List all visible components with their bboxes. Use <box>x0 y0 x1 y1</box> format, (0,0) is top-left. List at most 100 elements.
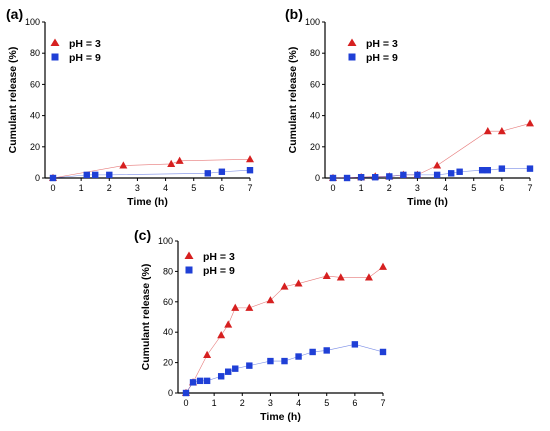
data-point-triangle <box>433 161 442 169</box>
y-tick-label: 60 <box>163 297 173 307</box>
x-tick-label: 1 <box>79 183 84 193</box>
y-tick-label: 40 <box>30 111 40 121</box>
panel-label: (b) <box>285 6 303 22</box>
data-point-square <box>189 379 197 386</box>
y-tick-label: 40 <box>310 111 320 121</box>
legend: pH = 3 pH = 9 <box>184 251 235 277</box>
legend-label: pH = 9 <box>69 52 101 64</box>
y-tick-label: 60 <box>310 79 320 89</box>
data-point-square <box>351 341 359 348</box>
data-point-square <box>323 347 330 354</box>
y-axis-label: Cumulant release (%) <box>140 264 152 371</box>
x-axis-label: Time (h) <box>127 196 168 208</box>
data-point-triangle <box>217 331 226 339</box>
y-tick-label: 80 <box>310 48 320 58</box>
x-tick-label: 4 <box>163 183 168 193</box>
data-point-triangle <box>203 350 212 358</box>
data-point-triangle <box>294 279 303 287</box>
y-tick-label: 0 <box>35 173 40 183</box>
data-point-square <box>196 377 204 385</box>
x-tick-label: 1 <box>212 398 217 408</box>
data-point-triangle <box>246 155 254 163</box>
y-tick-label: 20 <box>310 142 320 152</box>
data-point-square <box>49 174 57 182</box>
data-point-triangle <box>224 320 233 328</box>
x-tick-label: 4 <box>296 398 301 408</box>
panel-label: (a) <box>6 6 23 22</box>
data-point-square <box>526 165 534 172</box>
x-tick-label: 1 <box>359 183 364 193</box>
data-point-square <box>433 171 441 179</box>
legend-label: pH = 3 <box>366 38 398 50</box>
data-point-triangle <box>526 119 534 127</box>
x-tick-label: 2 <box>240 398 245 408</box>
data-point-square <box>498 165 506 172</box>
chart-panel-2: (b) 0 20 40 60 80 100 0 1 2 3 4 5 6 7 Time (h) Cumulant … <box>285 6 534 208</box>
data-point-square <box>92 171 99 179</box>
legend: pH = 3 pH = 9 <box>50 38 101 64</box>
data-point-square <box>357 174 365 181</box>
series-2 <box>49 167 254 182</box>
y-tick-label: 80 <box>163 266 173 276</box>
data-point-square <box>106 171 113 179</box>
legend-marker-square <box>348 53 356 61</box>
y-tick-label: 80 <box>30 48 40 58</box>
x-tick-label: 6 <box>352 398 357 408</box>
y-tick-label: 0 <box>168 388 173 398</box>
data-point-square <box>217 373 225 380</box>
legend-marker-square <box>185 266 193 274</box>
x-tick-label: 2 <box>107 183 112 193</box>
data-point-square <box>386 173 393 180</box>
y-tick-label: 0 <box>315 173 320 183</box>
series-line <box>185 344 384 394</box>
data-point-square <box>218 168 226 175</box>
x-tick-label: 0 <box>330 183 335 193</box>
x-tick-label: 7 <box>527 183 532 193</box>
x-tick-label: 3 <box>415 183 420 193</box>
data-point-triangle <box>364 273 373 281</box>
data-point-square <box>267 357 274 365</box>
data-point-square <box>379 348 387 356</box>
y-tick-label: 100 <box>305 17 320 27</box>
x-tick-label: 5 <box>191 183 196 193</box>
y-axis-label: Cumulant release (%) <box>287 47 299 154</box>
data-point-triangle <box>280 282 289 290</box>
series-2 <box>182 341 387 397</box>
data-point-triangle <box>245 303 254 311</box>
data-point-square <box>204 170 211 177</box>
data-point-square <box>246 362 253 369</box>
data-point-triangle <box>379 262 387 270</box>
data-point-square <box>83 171 90 179</box>
data-point-square <box>329 174 337 182</box>
data-point-square <box>484 167 491 174</box>
y-tick-label: 20 <box>163 358 173 368</box>
legend-marker-triangle <box>50 38 60 46</box>
x-tick-label: 5 <box>324 398 329 408</box>
chart-panel-3: (c) 0 20 40 60 80 100 0 1 2 3 4 5 6 7 Time (h) Cumulant … <box>134 227 387 423</box>
series-1 <box>182 262 387 396</box>
data-point-triangle <box>167 159 176 167</box>
y-tick-label: 60 <box>30 79 40 89</box>
series-2 <box>329 165 534 182</box>
data-point-square <box>456 168 463 175</box>
x-tick-label: 7 <box>380 398 385 408</box>
data-point-square <box>478 167 486 174</box>
x-axis-label: Time (h) <box>407 196 448 208</box>
data-point-triangle <box>497 127 506 135</box>
data-point-triangle <box>175 156 184 164</box>
x-tick-label: 0 <box>183 398 188 408</box>
data-point-triangle <box>266 296 275 304</box>
x-tick-label: 0 <box>50 183 55 193</box>
legend-label: pH = 9 <box>366 52 398 64</box>
data-point-square <box>246 167 254 174</box>
data-point-square <box>343 174 351 182</box>
x-tick-label: 3 <box>268 398 273 408</box>
data-point-square <box>281 357 288 365</box>
data-point-square <box>295 353 302 360</box>
data-point-square <box>225 368 232 375</box>
data-point-square <box>414 171 421 179</box>
legend-label: pH = 3 <box>69 38 101 50</box>
legend-marker-triangle <box>347 38 357 46</box>
data-point-triangle <box>336 273 345 281</box>
